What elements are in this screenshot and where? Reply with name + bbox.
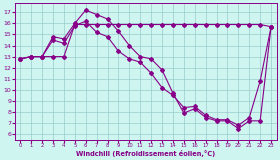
X-axis label: Windchill (Refroidissement éolien,°C): Windchill (Refroidissement éolien,°C): [76, 150, 215, 156]
